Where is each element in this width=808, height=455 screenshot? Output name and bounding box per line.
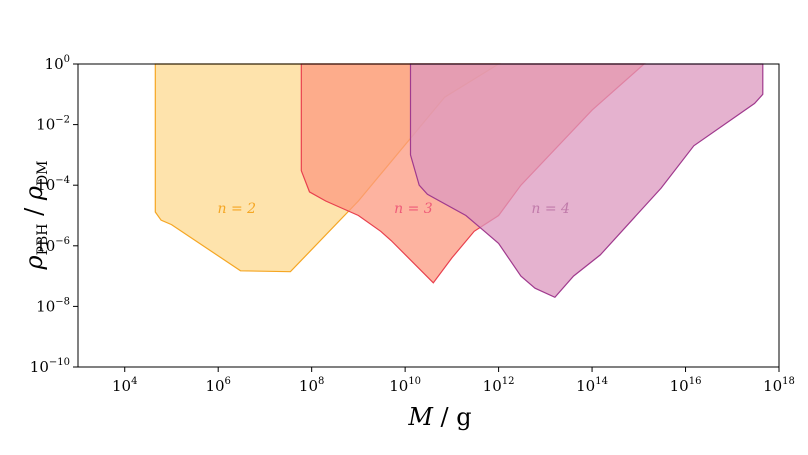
region-label-n3: n = 3 (394, 201, 433, 217)
x-tick-label: 1016 (670, 376, 702, 395)
region-label-n4: n = 4 (531, 201, 570, 217)
x-tick-label: 106 (205, 376, 230, 395)
x-tick-label: 1018 (763, 376, 795, 395)
y-tick-label: 100 (45, 54, 70, 73)
y-ticks: 100 10−2 10−4 10−6 10−8 10−10 (30, 54, 78, 376)
plot-frame (77, 63, 780, 368)
x-tick-label: 1014 (576, 376, 608, 395)
y-tick-label: 10−2 (36, 115, 70, 134)
y-axis-label: ρPBH / ρDM (20, 160, 51, 270)
y-tick-label: 10−6 (36, 236, 70, 255)
region-label-n2: n = 2 (218, 201, 257, 217)
x-ticks: 104 106 108 1010 1012 1014 1016 1018 (112, 367, 795, 395)
y-tick-label: 10−10 (30, 357, 70, 376)
x-tick-label: 104 (112, 376, 137, 395)
x-axis-label: M / g (407, 403, 471, 431)
region-n4 (409, 63, 764, 299)
y-tick-label: 10−8 (36, 296, 70, 315)
x-tick-label: 108 (299, 376, 324, 395)
x-tick-label: 1010 (389, 376, 421, 395)
x-tick-label: 1012 (483, 376, 515, 395)
regions (154, 63, 764, 299)
y-tick-label: 10−4 (36, 175, 70, 194)
region-labels: n = 2 n = 3 n = 4 (218, 201, 570, 217)
